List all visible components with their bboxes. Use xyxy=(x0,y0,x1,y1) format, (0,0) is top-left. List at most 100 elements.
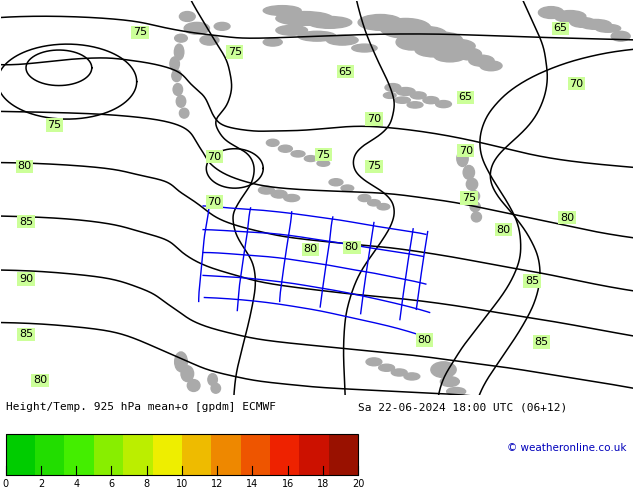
Ellipse shape xyxy=(341,185,354,191)
Ellipse shape xyxy=(170,57,179,71)
Text: 70: 70 xyxy=(458,146,473,156)
Ellipse shape xyxy=(396,34,428,50)
Text: 75: 75 xyxy=(133,27,147,37)
Ellipse shape xyxy=(174,44,184,60)
Ellipse shape xyxy=(434,50,465,62)
Ellipse shape xyxy=(410,92,426,99)
Ellipse shape xyxy=(466,178,477,190)
Ellipse shape xyxy=(181,366,193,382)
Ellipse shape xyxy=(263,5,301,16)
Text: Height/Temp. 925 hPa mean+σ [gpdm] ECMWF: Height/Temp. 925 hPa mean+σ [gpdm] ECMWF xyxy=(6,402,276,412)
Ellipse shape xyxy=(377,203,390,210)
Ellipse shape xyxy=(271,190,287,198)
Ellipse shape xyxy=(173,84,183,96)
Ellipse shape xyxy=(200,35,219,45)
Ellipse shape xyxy=(384,93,396,98)
Ellipse shape xyxy=(595,24,621,32)
Text: 80: 80 xyxy=(345,243,359,252)
Ellipse shape xyxy=(579,20,611,29)
Ellipse shape xyxy=(179,12,195,22)
Text: 80: 80 xyxy=(18,162,32,172)
Text: 75: 75 xyxy=(316,149,330,160)
Text: 70: 70 xyxy=(207,197,221,207)
Ellipse shape xyxy=(554,11,586,23)
Text: 0: 0 xyxy=(3,479,9,489)
Text: 10: 10 xyxy=(176,479,188,489)
Bar xyxy=(211,434,241,475)
Ellipse shape xyxy=(174,352,187,372)
Ellipse shape xyxy=(394,97,410,103)
Text: 65: 65 xyxy=(458,93,473,102)
Ellipse shape xyxy=(431,362,456,378)
Ellipse shape xyxy=(259,186,275,194)
Ellipse shape xyxy=(425,32,462,48)
Text: 8: 8 xyxy=(144,479,150,489)
Ellipse shape xyxy=(437,39,475,53)
Text: 90: 90 xyxy=(19,274,33,284)
Text: Sa 22-06-2024 18:00 UTC (06+12): Sa 22-06-2024 18:00 UTC (06+12) xyxy=(358,402,567,412)
Ellipse shape xyxy=(447,388,465,395)
Text: 85: 85 xyxy=(19,217,33,227)
Ellipse shape xyxy=(284,195,300,201)
Ellipse shape xyxy=(368,199,380,206)
Bar xyxy=(241,434,270,475)
Bar xyxy=(329,434,358,475)
Text: 75: 75 xyxy=(48,120,61,130)
Ellipse shape xyxy=(456,48,481,60)
Ellipse shape xyxy=(276,25,307,35)
Ellipse shape xyxy=(457,151,468,167)
Ellipse shape xyxy=(179,108,189,118)
Text: © weatheronline.co.uk: © weatheronline.co.uk xyxy=(507,443,627,453)
Ellipse shape xyxy=(278,145,292,152)
Text: 85: 85 xyxy=(19,329,33,339)
Ellipse shape xyxy=(304,156,317,162)
Bar xyxy=(182,434,211,475)
Ellipse shape xyxy=(470,202,480,212)
Ellipse shape xyxy=(358,195,371,201)
Text: 65: 65 xyxy=(553,24,567,33)
Ellipse shape xyxy=(174,34,187,42)
Ellipse shape xyxy=(176,96,186,107)
Ellipse shape xyxy=(214,23,230,30)
Bar xyxy=(123,434,153,475)
Ellipse shape xyxy=(403,26,447,42)
Text: 70: 70 xyxy=(367,114,381,124)
Ellipse shape xyxy=(366,358,382,366)
Ellipse shape xyxy=(352,44,377,52)
Ellipse shape xyxy=(391,369,407,376)
Ellipse shape xyxy=(276,12,333,25)
Ellipse shape xyxy=(611,31,630,41)
Ellipse shape xyxy=(463,166,474,179)
Ellipse shape xyxy=(291,151,305,157)
Bar xyxy=(35,434,65,475)
Ellipse shape xyxy=(404,373,420,380)
Ellipse shape xyxy=(266,139,279,147)
Ellipse shape xyxy=(441,377,460,387)
Ellipse shape xyxy=(298,31,336,41)
Ellipse shape xyxy=(471,212,481,222)
Ellipse shape xyxy=(263,38,282,46)
Bar xyxy=(153,434,182,475)
Text: 70: 70 xyxy=(207,151,221,162)
Ellipse shape xyxy=(329,179,343,186)
Ellipse shape xyxy=(468,191,479,201)
Ellipse shape xyxy=(469,55,494,66)
Bar xyxy=(270,434,299,475)
Ellipse shape xyxy=(415,43,453,57)
Bar xyxy=(299,434,329,475)
Text: 75: 75 xyxy=(367,162,381,172)
Ellipse shape xyxy=(385,84,401,92)
Ellipse shape xyxy=(480,61,502,71)
Ellipse shape xyxy=(396,88,415,96)
Ellipse shape xyxy=(378,364,394,371)
Ellipse shape xyxy=(184,23,209,34)
Ellipse shape xyxy=(172,70,181,82)
Text: 80: 80 xyxy=(560,213,574,223)
Ellipse shape xyxy=(380,19,431,38)
Text: 16: 16 xyxy=(281,479,294,489)
Ellipse shape xyxy=(208,374,217,386)
Text: 18: 18 xyxy=(317,479,329,489)
Text: 14: 14 xyxy=(246,479,259,489)
Ellipse shape xyxy=(307,17,352,28)
Text: 80: 80 xyxy=(33,375,47,385)
